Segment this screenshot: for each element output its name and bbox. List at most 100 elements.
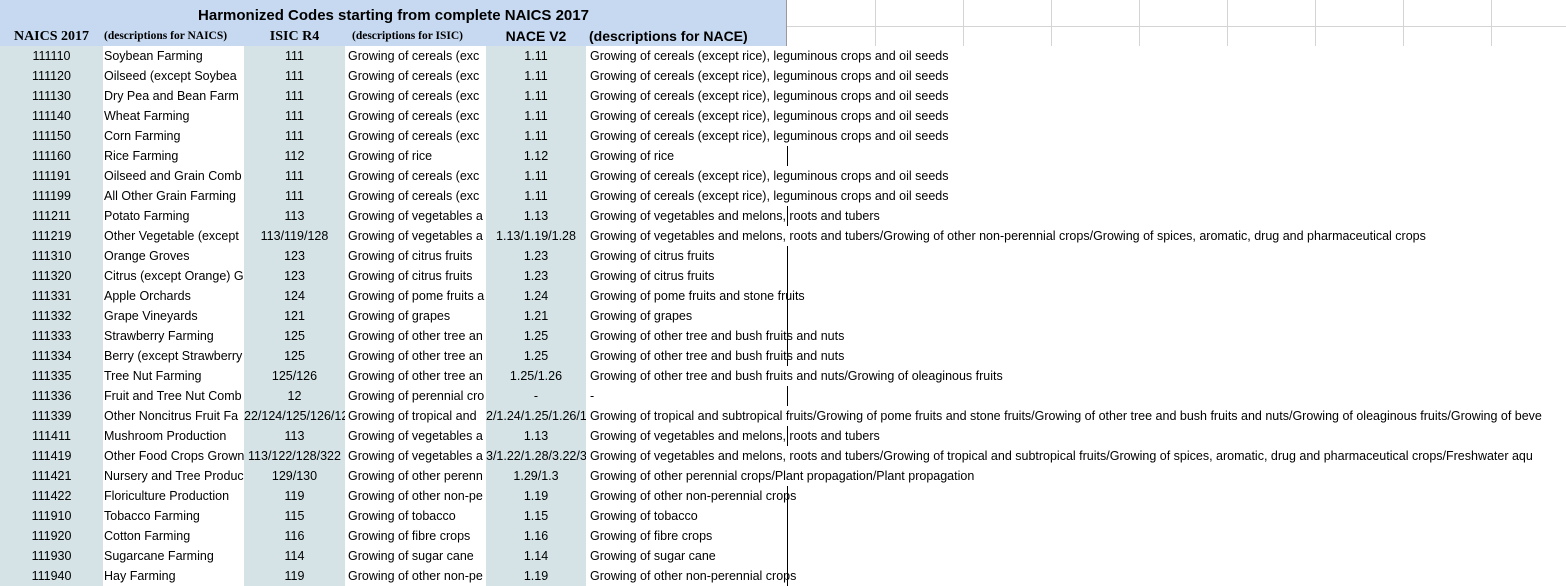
nace-description-cell[interactable]: Growing of cereals (except rice), legumi… (590, 169, 949, 183)
nace-code-cell[interactable]: 1.12 (486, 146, 586, 166)
nace-code-cell[interactable]: 1.13 (486, 426, 586, 446)
naics-code-cell[interactable]: 111110 (0, 46, 103, 66)
nace-code-cell[interactable]: 1.11 (486, 86, 586, 106)
nace-description-cell[interactable]: Growing of citrus fruits (590, 249, 715, 263)
naics-code-cell[interactable]: 111335 (0, 366, 103, 386)
naics-code-cell[interactable]: 111930 (0, 546, 103, 566)
naics-description-cell[interactable]: Hay Farming (104, 569, 176, 583)
nace-description-cell[interactable]: Growing of citrus fruits (590, 269, 715, 283)
nace-description-cell[interactable]: Growing of other tree and bush fruits an… (590, 329, 845, 343)
isic-description-cell[interactable]: Growing of other tree an (348, 369, 483, 383)
isic-description-cell[interactable]: Growing of sugar cane (348, 549, 474, 563)
isic-description-cell[interactable]: Growing of perennial cro (348, 389, 485, 403)
header-isic[interactable]: ISIC R4 (269, 29, 320, 44)
isic-code-cell[interactable]: 113/119/128 (244, 226, 345, 246)
isic-code-cell[interactable]: 121 (244, 306, 345, 326)
naics-code-cell[interactable]: 111422 (0, 486, 103, 506)
isic-code-cell[interactable]: 111 (244, 186, 345, 206)
nace-code-cell[interactable]: - (486, 386, 586, 406)
nace-code-cell[interactable]: 1.21 (486, 306, 586, 326)
naics-description-cell[interactable]: Mushroom Production (104, 429, 227, 443)
nace-code-cell[interactable]: 1.11 (486, 106, 586, 126)
isic-code-cell[interactable]: 111 (244, 66, 345, 86)
naics-description-cell[interactable]: Sugarcane Farming (104, 549, 214, 563)
nace-description-cell[interactable]: Growing of other perennial crops/Plant p… (590, 469, 975, 483)
naics-code-cell[interactable]: 111211 (0, 206, 103, 226)
naics-description-cell[interactable]: Oilseed (except Soybea (104, 69, 237, 83)
isic-description-cell[interactable]: Growing of cereals (exc (348, 109, 480, 123)
nace-description-cell[interactable]: Growing of vegetables and melons, roots … (590, 209, 880, 223)
naics-code-cell[interactable]: 111331 (0, 286, 103, 306)
isic-code-cell[interactable]: 22/124/125/126/12 (244, 406, 345, 426)
isic-code-cell[interactable]: 111 (244, 166, 345, 186)
isic-code-cell[interactable]: 123 (244, 246, 345, 266)
nace-description-cell[interactable]: Growing of tobacco (590, 509, 698, 523)
isic-code-cell[interactable]: 111 (244, 106, 345, 126)
sheet-title[interactable]: Harmonized Codes starting from complete … (198, 7, 589, 24)
isic-code-cell[interactable]: 113 (244, 426, 345, 446)
naics-description-cell[interactable]: Wheat Farming (104, 109, 190, 123)
naics-description-cell[interactable]: Berry (except Strawberry (104, 349, 243, 363)
nace-description-cell[interactable]: Growing of cereals (except rice), legumi… (590, 69, 949, 83)
naics-description-cell[interactable]: Strawberry Farming (104, 329, 214, 343)
isic-code-cell[interactable]: 119 (244, 566, 345, 586)
isic-code-cell[interactable]: 125 (244, 346, 345, 366)
naics-code-cell[interactable]: 111160 (0, 146, 103, 166)
naics-code-cell[interactable]: 111130 (0, 86, 103, 106)
isic-description-cell[interactable]: Growing of cereals (exc (348, 169, 480, 183)
nace-description-cell[interactable]: Growing of cereals (except rice), legumi… (590, 49, 949, 63)
isic-code-cell[interactable]: 125/126 (244, 366, 345, 386)
nace-description-cell[interactable]: Growing of cereals (except rice), legumi… (590, 189, 949, 203)
nace-code-cell[interactable]: 2/1.24/1.25/1.26/1 (486, 406, 586, 426)
naics-description-cell[interactable]: Apple Orchards (104, 289, 191, 303)
nace-description-cell[interactable]: Growing of vegetables and melons, roots … (590, 429, 880, 443)
naics-code-cell[interactable]: 111150 (0, 126, 103, 146)
naics-code-cell[interactable]: 111191 (0, 166, 103, 186)
nace-code-cell[interactable]: 1.23 (486, 266, 586, 286)
header-nace[interactable]: NACE V2 (505, 28, 567, 44)
naics-description-cell[interactable]: Dry Pea and Bean Farm (104, 89, 239, 103)
isic-code-cell[interactable]: 125 (244, 326, 345, 346)
nace-description-cell[interactable]: Growing of other tree and bush fruits an… (590, 349, 845, 363)
isic-description-cell[interactable]: Growing of rice (348, 149, 433, 163)
naics-code-cell[interactable]: 111339 (0, 406, 103, 426)
naics-code-cell[interactable]: 111920 (0, 526, 103, 546)
nace-code-cell[interactable]: 1.14 (486, 546, 586, 566)
nace-code-cell[interactable]: 1.11 (486, 186, 586, 206)
naics-description-cell[interactable]: Fruit and Tree Nut Comb (104, 389, 242, 403)
naics-code-cell[interactable]: 111910 (0, 506, 103, 526)
naics-description-cell[interactable]: Other Noncitrus Fruit Fa (104, 409, 239, 423)
nace-description-cell[interactable]: Growing of rice (590, 149, 675, 163)
naics-code-cell[interactable]: 111199 (0, 186, 103, 206)
isic-code-cell[interactable]: 111 (244, 46, 345, 66)
naics-code-cell[interactable]: 111332 (0, 306, 103, 326)
isic-code-cell[interactable]: 111 (244, 126, 345, 146)
nace-description-cell[interactable]: Growing of pome fruits and stone fruits (590, 289, 805, 303)
naics-description-cell[interactable]: Citrus (except Orange) G (104, 269, 244, 283)
isic-description-cell[interactable]: Growing of cereals (exc (348, 189, 480, 203)
header-isic-desc[interactable]: (descriptions for ISIC) (352, 30, 463, 42)
naics-code-cell[interactable]: 111334 (0, 346, 103, 366)
isic-description-cell[interactable]: Growing of pome fruits a (348, 289, 485, 303)
isic-description-cell[interactable]: Growing of tobacco (348, 509, 456, 523)
naics-description-cell[interactable]: All Other Grain Farming (104, 189, 236, 203)
isic-description-cell[interactable]: Growing of grapes (348, 309, 451, 323)
nace-description-cell[interactable]: Growing of cereals (except rice), legumi… (590, 109, 949, 123)
isic-description-cell[interactable]: Growing of other tree an (348, 349, 483, 363)
nace-code-cell[interactable]: 3/1.22/1.28/3.22/3 (486, 446, 586, 466)
naics-code-cell[interactable]: 111411 (0, 426, 103, 446)
isic-description-cell[interactable]: Growing of citrus fruits (348, 249, 473, 263)
naics-code-cell[interactable]: 111333 (0, 326, 103, 346)
naics-code-cell[interactable]: 111320 (0, 266, 103, 286)
nace-description-cell[interactable]: Growing of grapes (590, 309, 693, 323)
naics-description-cell[interactable]: Corn Farming (104, 129, 181, 143)
isic-description-cell[interactable]: Growing of other non-pe (348, 569, 483, 583)
nace-description-cell[interactable]: Growing of other tree and bush fruits an… (590, 369, 1003, 383)
nace-code-cell[interactable]: 1.29/1.3 (486, 466, 586, 486)
naics-code-cell[interactable]: 111310 (0, 246, 103, 266)
isic-code-cell[interactable]: 112 (244, 146, 345, 166)
isic-description-cell[interactable]: Growing of cereals (exc (348, 49, 480, 63)
isic-description-cell[interactable]: Growing of other perenn (348, 469, 483, 483)
isic-code-cell[interactable]: 116 (244, 526, 345, 546)
isic-description-cell[interactable]: Growing of citrus fruits (348, 269, 473, 283)
